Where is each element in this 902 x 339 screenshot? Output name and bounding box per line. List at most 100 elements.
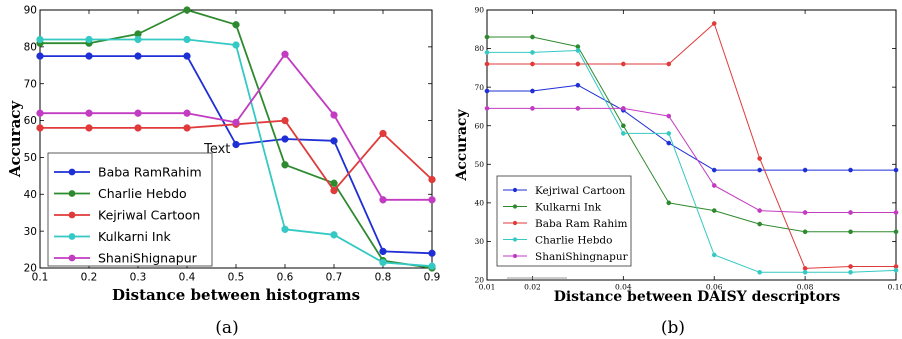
data-point — [666, 113, 672, 119]
data-point — [711, 167, 717, 173]
data-point — [575, 61, 581, 67]
data-point — [134, 35, 142, 44]
legend-swatch-marker — [512, 253, 518, 259]
data-point — [134, 52, 142, 60]
legend-label: Kejriwal Cartoon — [98, 208, 200, 223]
y-axis-label-a: Accuracy — [6, 100, 24, 179]
data-point — [484, 88, 490, 94]
legend-swatch-marker — [512, 187, 518, 193]
y-tick-label: 60 — [24, 115, 37, 127]
y-tick-label: 20 — [24, 263, 37, 275]
data-point — [85, 109, 93, 117]
x-tick-label: 0.5 — [228, 272, 245, 284]
data-point — [330, 137, 338, 145]
y-tick-label: 70 — [24, 78, 37, 90]
data-point — [893, 264, 899, 269]
data-point — [666, 61, 672, 67]
data-point — [232, 41, 240, 49]
data-point — [893, 167, 899, 173]
series-line — [487, 50, 897, 273]
data-point — [183, 52, 191, 60]
data-point — [530, 61, 535, 67]
y-tick-label: 80 — [24, 42, 37, 54]
data-point — [484, 106, 490, 111]
x-tick-label: 0.8 — [375, 272, 392, 284]
data-point — [848, 269, 853, 275]
chart-panel-a: 0.1 0.2 0.3 0.4 0.5 0.6 0.7 0.8 0.9 20 30 40 50 60 70… — [6, 5, 440, 338]
data-point — [620, 61, 626, 67]
data-point — [802, 269, 808, 275]
data-point — [666, 131, 672, 136]
data-point — [428, 175, 436, 184]
data-point — [330, 179, 338, 187]
data-point — [620, 123, 626, 129]
legend-label: Charlie Hebdo — [535, 234, 612, 246]
data-point — [281, 116, 289, 125]
data-point — [232, 21, 240, 29]
data-point — [330, 111, 338, 119]
data-point — [757, 208, 763, 213]
legend-swatch-marker — [68, 190, 76, 197]
data-point — [85, 124, 93, 132]
data-point — [530, 50, 535, 55]
series-group-a — [36, 6, 436, 272]
y-tick-label: 60 — [474, 121, 484, 130]
legend-swatch-marker — [68, 168, 76, 176]
data-point — [85, 35, 93, 44]
data-point — [281, 135, 289, 143]
data-point — [428, 196, 436, 204]
data-point — [757, 156, 763, 161]
x-tick-label: 0.6 — [277, 272, 294, 284]
data-point — [379, 129, 387, 138]
data-point — [379, 196, 387, 204]
data-point — [232, 140, 240, 149]
x-tick-label: 0.08 — [797, 283, 814, 292]
legend-label: Charlie Hebdo — [98, 186, 187, 201]
data-point — [281, 225, 289, 233]
data-point — [428, 249, 436, 257]
data-point — [330, 231, 338, 239]
x-tick-label: 0.9 — [424, 272, 441, 284]
x-tick-label: 0.10 — [888, 283, 902, 292]
data-point — [530, 88, 535, 94]
y-tick-label: 40 — [24, 189, 37, 201]
y-tick-label: 90 — [474, 6, 484, 15]
y-axis-label-b: Accuracy — [454, 109, 470, 182]
data-point — [848, 167, 853, 173]
data-point — [530, 34, 535, 40]
data-point — [711, 208, 717, 213]
data-point — [757, 167, 763, 173]
y-tick-label: 70 — [474, 83, 484, 92]
x-tick-label: 0.06 — [706, 283, 723, 292]
data-point — [893, 268, 899, 273]
data-point — [848, 229, 853, 235]
legend-label: ShaniShingnapur — [535, 251, 629, 263]
data-point — [802, 167, 808, 173]
legend-swatch-marker — [512, 220, 518, 226]
legend-swatch-marker — [512, 204, 518, 209]
legend-swatch-marker — [68, 254, 76, 262]
data-point — [330, 186, 338, 195]
data-point — [893, 229, 899, 235]
data-point — [183, 35, 191, 44]
data-point — [183, 124, 191, 132]
data-point — [134, 109, 142, 117]
data-point — [183, 109, 191, 117]
series-line — [487, 107, 896, 213]
data-point — [281, 161, 289, 169]
x-tick-label: 0.3 — [130, 272, 147, 284]
legend-label: ShaniShignapur — [98, 251, 198, 266]
caption-a: (a) — [215, 318, 238, 338]
legend-label: Kejriwal Cartoon — [535, 185, 626, 197]
data-point — [36, 35, 44, 44]
chart-panel-b: 0.01 0.02 0.04 0.06 0.08 0.10 20 30 40 50 60 70 80 9… — [454, 6, 902, 338]
y-tick-label: 50 — [24, 152, 37, 164]
data-point — [802, 229, 808, 235]
data-point — [666, 140, 672, 146]
legend-swatch-marker — [512, 237, 518, 242]
data-point — [134, 124, 142, 132]
y-ticks-b: 20 30 40 50 60 70 80 90 — [474, 6, 896, 285]
legend-swatch-marker — [68, 233, 76, 240]
x-axis-label-b: Distance between DAISY descriptors — [554, 289, 841, 305]
